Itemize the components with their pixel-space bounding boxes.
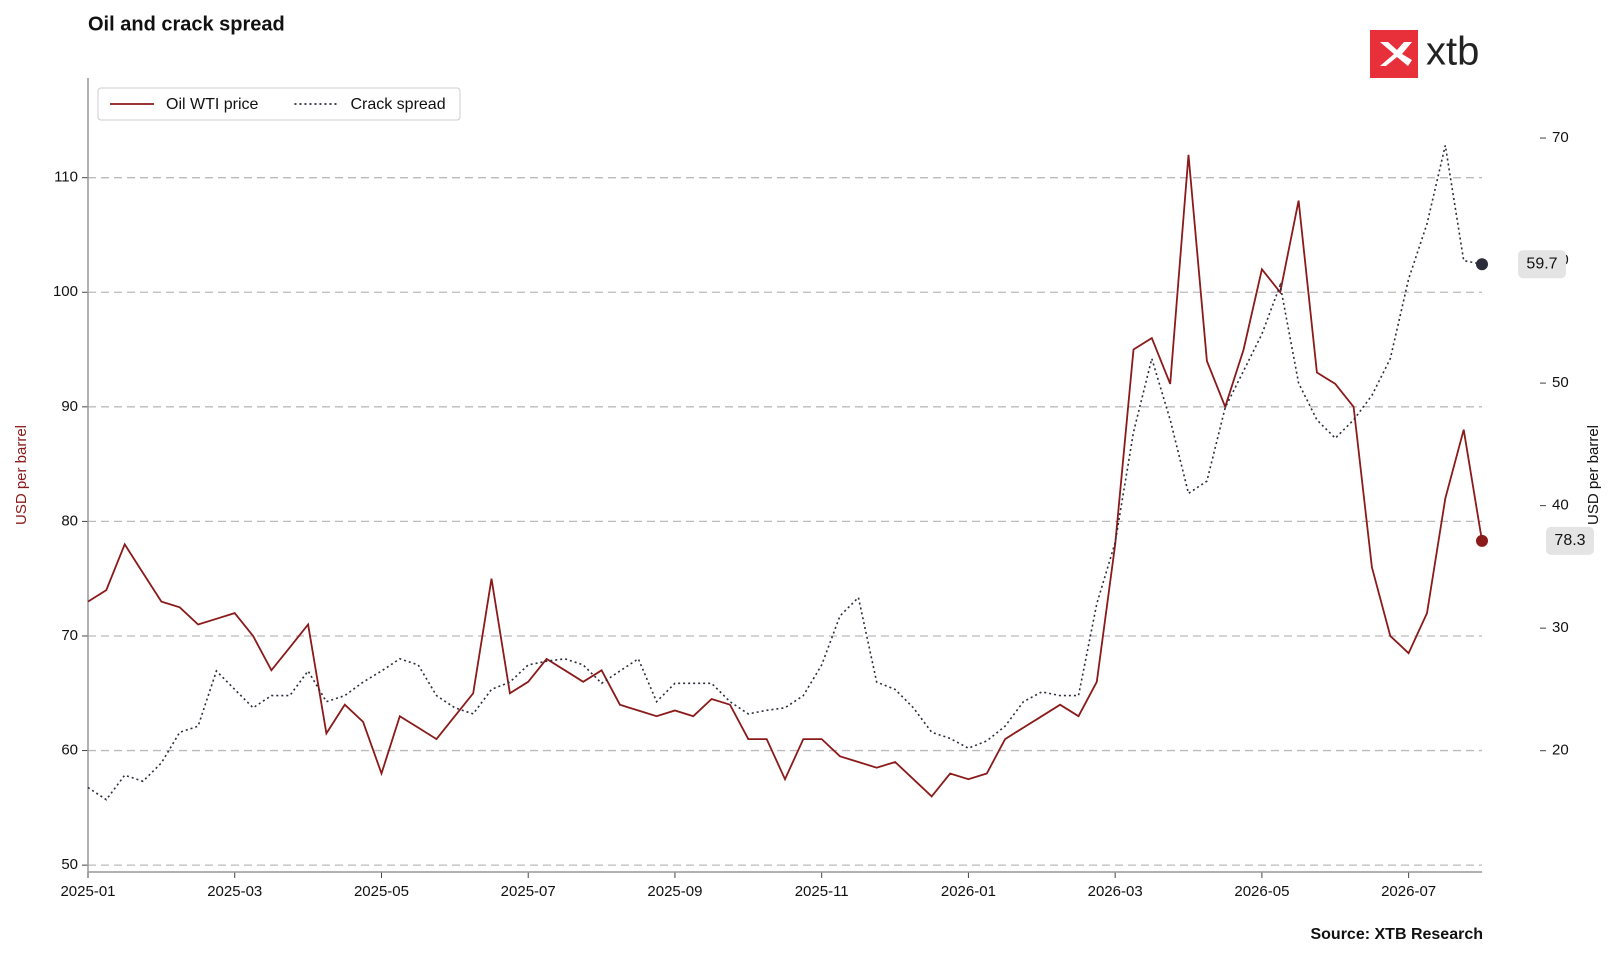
y-tick-label: 80 <box>61 512 78 529</box>
logo: xtb <box>1370 30 1479 78</box>
x-tick-label: 2025-09 <box>647 883 702 900</box>
end-label: 78.3 <box>1554 532 1585 549</box>
y2-tick-label: 50 <box>1552 374 1569 391</box>
y2-tick-label: 40 <box>1552 497 1569 514</box>
end-label-box <box>1546 526 1594 555</box>
y-tick-label: 70 <box>61 627 78 644</box>
legend-box <box>97 87 461 121</box>
x-tick-label: 2025-11 <box>795 883 849 900</box>
y2-tick-label: 30 <box>1552 619 1569 636</box>
end-label-box <box>1518 250 1566 279</box>
y2-axis-label: USD per barrel <box>1585 425 1602 525</box>
end-dot <box>1476 534 1488 547</box>
logo-text: xtb <box>1426 30 1479 74</box>
x-tick-label: 2025-01 <box>60 883 115 900</box>
legend-label: Crack spread <box>350 96 445 113</box>
series-line <box>87 154 1483 798</box>
x-tick-label: 2025-03 <box>207 883 262 900</box>
source: Source: XTB Research <box>1310 926 1483 943</box>
y-tick-label: 90 <box>61 398 78 415</box>
x-tick-label: 2026-05 <box>1234 883 1289 900</box>
chart-title: Oil and crack spread <box>88 13 285 35</box>
x-tick-label: 2025-05 <box>354 883 409 900</box>
y-tick-label: 50 <box>61 856 78 873</box>
x-tick-label: 2026-01 <box>941 883 996 900</box>
logo-icon <box>1380 42 1412 66</box>
end-dot <box>1476 258 1488 271</box>
x-tick-label: 2026-07 <box>1381 883 1436 900</box>
y2-tick-label: 20 <box>1552 742 1569 759</box>
y2-tick-label: 70 <box>1552 129 1569 146</box>
x-tick-label: 2025-07 <box>501 883 556 900</box>
y-axis-label: USD per barrel <box>13 425 30 525</box>
y-tick-label: 100 <box>53 283 78 300</box>
series-line <box>87 145 1483 801</box>
end-label: 59.7 <box>1526 255 1557 272</box>
x-tick-label: 2026-03 <box>1088 883 1143 900</box>
y-tick-label: 60 <box>61 742 78 759</box>
legend-label: Oil WTI price <box>166 96 259 113</box>
y-tick-label: 110 <box>54 169 78 186</box>
